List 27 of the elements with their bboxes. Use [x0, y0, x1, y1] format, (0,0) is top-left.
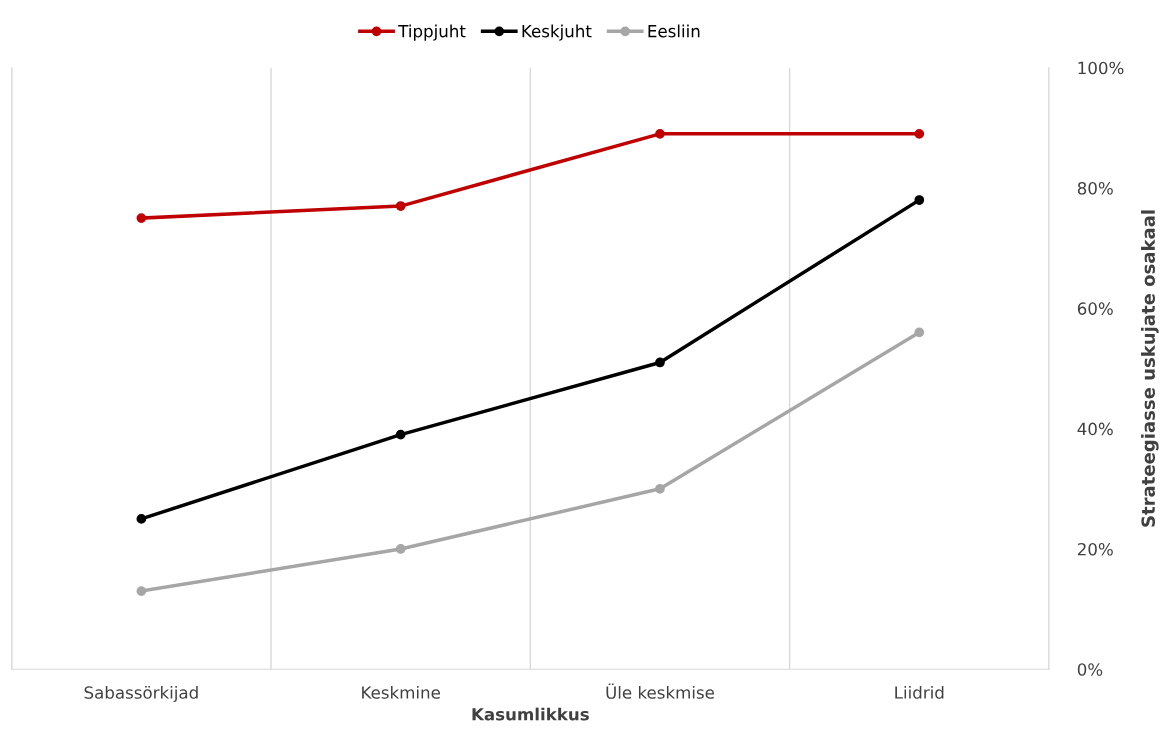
point — [136, 213, 147, 223]
x-tick-label: Sabassörkijad — [84, 685, 198, 703]
y-tick-label: 100% — [1078, 61, 1124, 75]
point — [395, 544, 406, 554]
y-tick-label: 20% — [1077, 542, 1113, 556]
legend-label: Keskjuht — [522, 24, 592, 41]
point — [655, 128, 665, 139]
point — [914, 327, 925, 338]
y-tick-label: 40% — [1077, 422, 1113, 436]
point — [395, 201, 406, 211]
point — [136, 586, 147, 596]
point — [914, 195, 925, 205]
point — [395, 429, 406, 440]
x-tick-label: Keskmine — [362, 685, 440, 699]
point — [136, 514, 147, 524]
x-axis-title: Kasumlikkus — [472, 707, 589, 721]
point — [914, 128, 925, 139]
y-tick-label: 60% — [1077, 302, 1113, 315]
point — [655, 357, 665, 368]
y-tick-label: 80% — [1077, 181, 1113, 195]
legend-label: Tippjuht — [398, 24, 466, 41]
point — [655, 483, 665, 494]
y-axis-title: Strateegiasse uskujate osakaal — [1141, 210, 1159, 527]
x-tick-label: Liidrid — [895, 685, 944, 699]
legend-label: Eesliin — [648, 24, 700, 38]
x-tick-label: Üle keskmise — [606, 683, 715, 699]
y-tick-label: 0% — [1077, 663, 1103, 676]
